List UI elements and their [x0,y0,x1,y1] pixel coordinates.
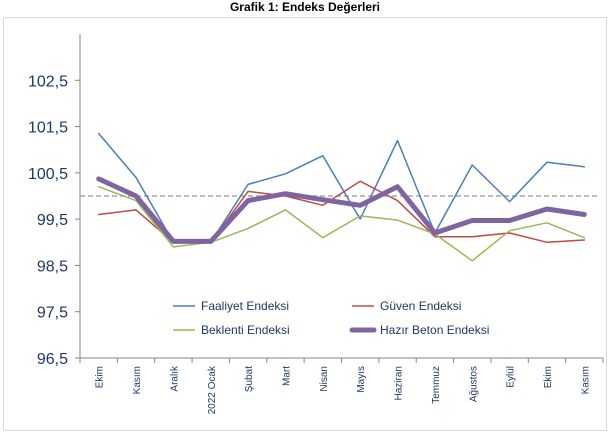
chart-title: Grafik 1: Endeks Değerleri [229,0,381,14]
axes: 96,5 97,5 98,5 99,5 100,5 101,5 102,5 Ekim Kasım… [28,34,604,414]
series-line-3 [97,185,586,262]
x-tick-label: Mayıs [356,366,367,393]
x-tick-label: Ekim [95,366,106,388]
y-tick-label: 101,5 [28,120,68,137]
x-tick-label: Temmuz [431,366,442,404]
y-tick-label: 96,5 [37,351,68,368]
x-tick-label: Nisan [319,366,330,392]
y-tick-label: 100,5 [28,166,68,183]
x-tick-label: Ekim [543,366,554,388]
y-tick-label: 97,5 [37,305,68,322]
series-line-2 [97,180,586,244]
x-tick-label: 2022 Ocak [207,365,218,414]
x-tick-label: Kasım [580,366,591,394]
y-tick-label: 98,5 [37,258,68,275]
x-tick-label: Şubat [244,366,255,392]
legend-label: Beklenti Endeksi [201,323,290,337]
x-tick-label: Mart [281,366,292,386]
y-tick-label: 99,5 [37,212,68,229]
series-line-4 [96,176,587,244]
x-tick-label: Eylül [506,366,517,388]
legend-label: Hazır Beton Endeksi [380,323,489,337]
legend-label: Faaliyet Endeksi [201,299,289,313]
chart-frame [3,17,607,431]
x-tick-label: Aralık [169,365,180,392]
x-tick-label: Kasım [132,366,143,394]
legend: Faaliyet Endeksi Güven Endeksi Beklenti En… [173,299,489,337]
y-tick-label: 102,5 [28,73,68,90]
legend-label: Güven Endeksi [380,299,461,313]
x-tick-label: Haziran [394,366,405,400]
series-lines [96,132,587,262]
x-tick-label: Ağustos [468,366,479,402]
